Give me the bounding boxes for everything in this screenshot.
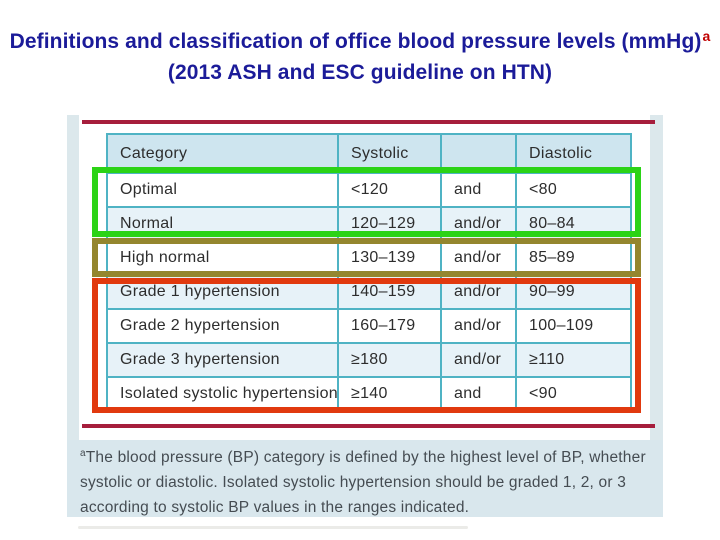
table-row: Grade 3 hypertension ≥180 and/or ≥110 [106, 342, 632, 378]
cell-diastolic: 80–84 [515, 206, 632, 242]
table-row: Grade 1 hypertension 140–159 and/or 90–9… [106, 274, 632, 310]
figure-right-edge-strip [650, 115, 663, 517]
cell-category: Grade 1 hypertension [106, 274, 339, 310]
footnote: aThe blood pressure (BP) category is def… [67, 440, 663, 517]
cell-systolic: 130–139 [337, 240, 442, 276]
title-superscript: a [702, 28, 711, 44]
table-figure: Category Systolic Diastolic Optimal <120… [67, 115, 663, 517]
table-header-row: Category Systolic Diastolic [106, 133, 632, 174]
cell-relation: and/or [440, 240, 517, 276]
table-row: Grade 2 hypertension 160–179 and/or 100–… [106, 308, 632, 344]
cell-category: Grade 2 hypertension [106, 308, 339, 344]
title-line-2: (2013 ASH and ESC guideline on HTN) [167, 61, 553, 84]
footnote-line: according to systolic BP values in the r… [80, 499, 470, 516]
header-diastolic: Diastolic [515, 133, 632, 174]
cell-relation: and/or [440, 206, 517, 242]
header-relation [440, 133, 517, 174]
footnote-line: systolic or diastolic. Isolated systolic… [80, 474, 627, 491]
figure-top-rule [82, 120, 655, 124]
table-row: High normal 130–139 and/or 85–89 [106, 240, 632, 276]
footnote-superscript: a [80, 447, 86, 459]
cell-category: High normal [106, 240, 339, 276]
header-category: Category [106, 133, 339, 174]
title-line-1: Definitions and classification of office… [0, 27, 720, 58]
cell-diastolic: 85–89 [515, 240, 632, 276]
figure-bottom-rule [82, 424, 655, 428]
cell-systolic: 120–129 [337, 206, 442, 242]
figure-left-edge-strip [67, 115, 79, 517]
table-row: Optimal <120 and <80 [106, 172, 632, 208]
cell-category: Normal [106, 206, 339, 242]
cell-category: Grade 3 hypertension [106, 342, 339, 378]
cell-systolic: ≥180 [337, 342, 442, 378]
scan-artifact-line [78, 526, 468, 529]
cell-category: Isolated systolic hypertension [106, 376, 339, 412]
table-row: Isolated systolic hypertension ≥140 and … [106, 376, 632, 412]
cell-relation: and [440, 172, 517, 208]
footnote-line: aThe blood pressure (BP) category is def… [80, 447, 646, 466]
cell-systolic: <120 [337, 172, 442, 208]
cell-diastolic: <90 [515, 376, 632, 412]
cell-relation: and/or [440, 342, 517, 378]
cell-relation: and/or [440, 274, 517, 310]
table-row: Normal 120–129 and/or 80–84 [106, 206, 632, 242]
cell-diastolic: 100–109 [515, 308, 632, 344]
cell-diastolic: <80 [515, 172, 632, 208]
slide-title: Definitions and classification of office… [0, 27, 720, 87]
cell-relation: and/or [440, 308, 517, 344]
bp-classification-table: Category Systolic Diastolic Optimal <120… [106, 133, 632, 412]
cell-relation: and [440, 376, 517, 412]
cell-category: Optimal [106, 172, 339, 208]
header-systolic: Systolic [337, 133, 442, 174]
cell-systolic: 160–179 [337, 308, 442, 344]
cell-diastolic: ≥110 [515, 342, 632, 378]
cell-systolic: 140–159 [337, 274, 442, 310]
cell-systolic: ≥140 [337, 376, 442, 412]
cell-diastolic: 90–99 [515, 274, 632, 310]
title-text: Definitions and classification of office… [9, 30, 702, 53]
